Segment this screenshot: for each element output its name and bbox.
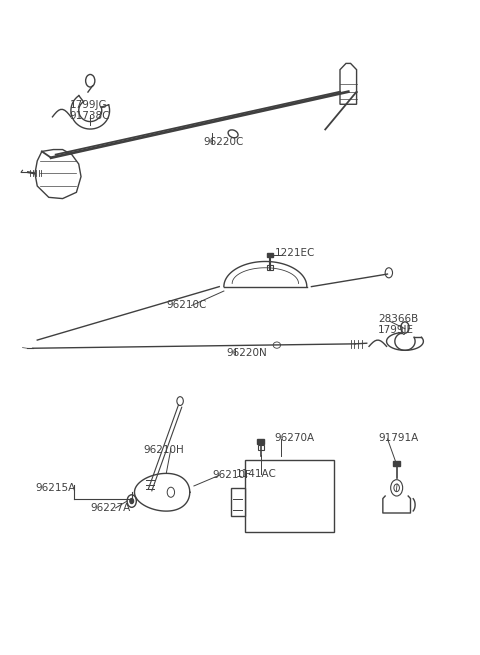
Text: 96210C: 96210C xyxy=(166,301,207,310)
Bar xyxy=(231,488,245,516)
Bar xyxy=(267,253,273,257)
Text: 1141AC: 1141AC xyxy=(235,469,276,479)
Text: 96227A: 96227A xyxy=(90,503,131,513)
Bar xyxy=(257,445,264,450)
Circle shape xyxy=(391,479,403,496)
Bar xyxy=(267,265,273,270)
Circle shape xyxy=(401,322,409,333)
Text: 96215A: 96215A xyxy=(35,483,75,493)
Circle shape xyxy=(127,495,136,508)
Text: 96210F: 96210F xyxy=(212,470,251,480)
Bar xyxy=(393,461,400,466)
Polygon shape xyxy=(340,64,357,104)
Circle shape xyxy=(85,75,95,87)
Ellipse shape xyxy=(273,342,280,348)
Bar xyxy=(257,439,264,444)
Circle shape xyxy=(385,268,393,278)
Circle shape xyxy=(167,487,175,497)
Text: 28366B
1799JE: 28366B 1799JE xyxy=(378,314,419,335)
Text: 91791A: 91791A xyxy=(378,432,419,443)
Circle shape xyxy=(177,397,183,405)
Text: 96270A: 96270A xyxy=(275,432,315,443)
Circle shape xyxy=(394,484,399,492)
Ellipse shape xyxy=(228,130,238,138)
Text: 1799JG
91738C: 1799JG 91738C xyxy=(70,100,110,121)
Bar xyxy=(245,460,335,532)
Text: 1221EC: 1221EC xyxy=(275,248,315,258)
Polygon shape xyxy=(35,149,81,198)
Circle shape xyxy=(130,498,133,504)
Text: 96220N: 96220N xyxy=(226,348,267,358)
Text: 96220C: 96220C xyxy=(203,137,243,147)
Text: 96210H: 96210H xyxy=(143,445,184,455)
